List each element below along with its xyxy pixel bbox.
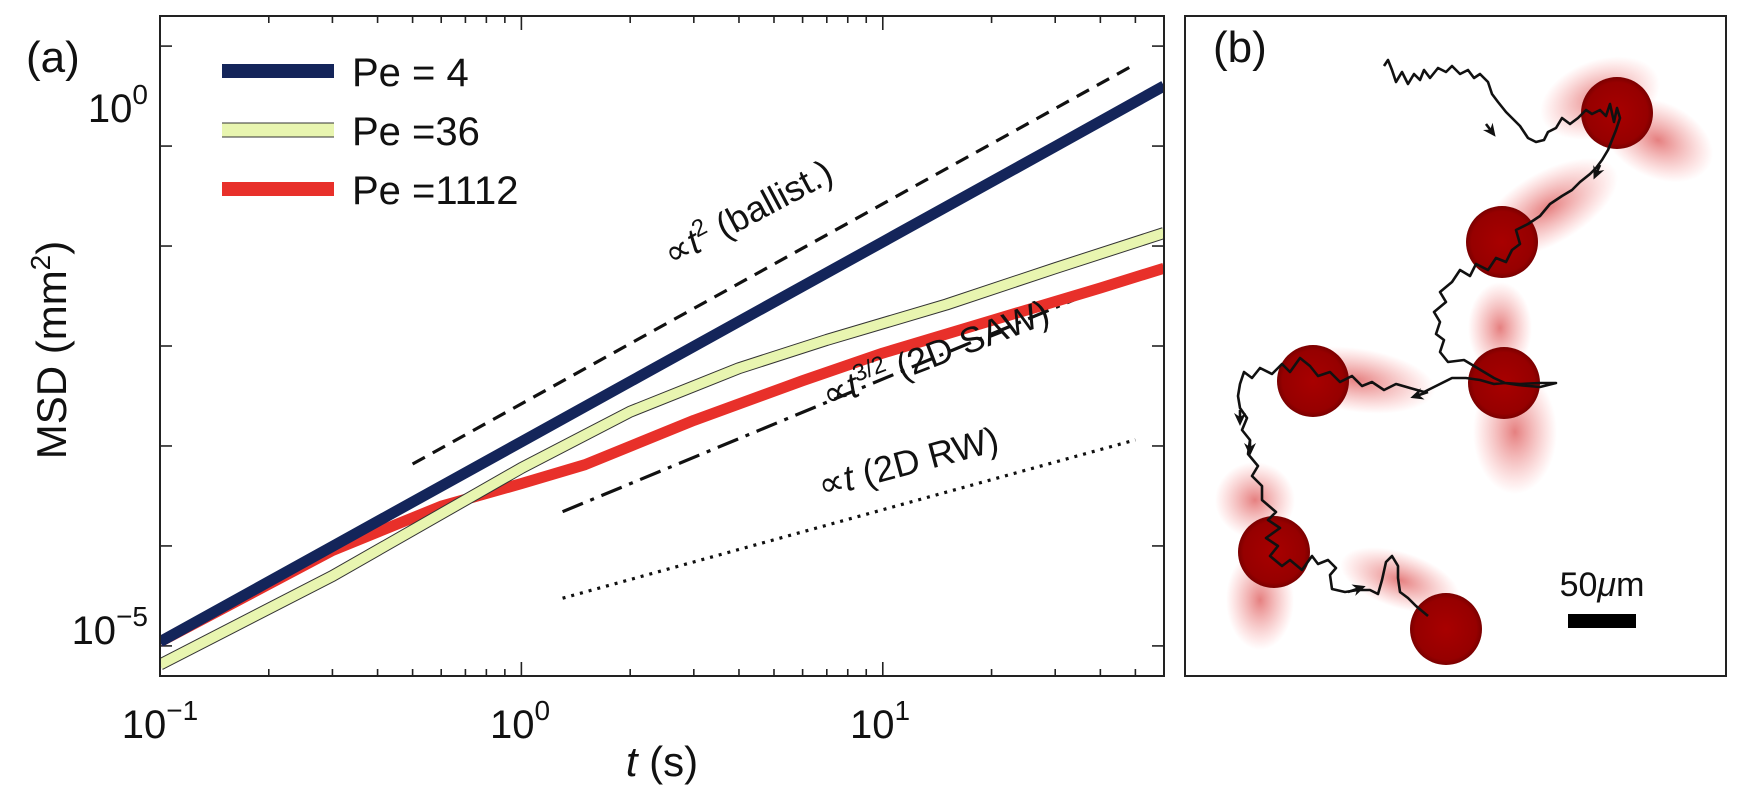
y-tick-label: 100: [88, 79, 148, 131]
plot-frame-a: [159, 15, 1165, 677]
x-tick-label: 10−1: [122, 695, 198, 747]
series-line-pe1112: [160, 262, 1164, 647]
plot-area: [160, 62, 1164, 670]
axis-ticks: [159, 16, 1165, 676]
series-line-pe4: [160, 81, 1164, 647]
series-outline: [160, 227, 1164, 670]
direction-arrows: [1234, 122, 1605, 596]
x-tick-label: 100: [490, 695, 550, 747]
data-series: [160, 81, 1164, 670]
particle: [1410, 593, 1482, 665]
series-line-pe36: [160, 228, 1164, 670]
legend-label: Pe =1112: [352, 169, 518, 213]
particle-positions: [1238, 77, 1653, 665]
annotation-rw: ∝t (2D RW): [813, 418, 1002, 506]
reference-line-dashdot: [561, 272, 1136, 514]
panel-label-b: (b): [1213, 23, 1267, 72]
reference-line-dotted: [562, 438, 1136, 600]
legend: Pe = 4 Pe =36 Pe =1112: [222, 51, 518, 213]
annotation-ballistic: ∝t2 (ballist.): [656, 149, 840, 274]
particle-trajectory: [1236, 58, 1622, 617]
particle: [1466, 206, 1538, 278]
legend-label: Pe = 4: [352, 51, 469, 95]
panel-a: (a) 10−1 100 101 100 10−5 t (s) MSD (mm2…: [25, 15, 1165, 785]
x-axis-label: t (s): [626, 738, 698, 785]
y-tick-label: 10−5: [72, 601, 148, 653]
reference-line-dashed: [411, 62, 1137, 466]
panel-label-a: (a): [26, 33, 80, 82]
scale-bar-label: 50μm: [1560, 566, 1645, 604]
reference-lines: [411, 62, 1137, 600]
y-axis-label: MSD (mm2): [25, 241, 75, 460]
scale-bar: [1568, 614, 1636, 628]
panel-b: (b): [1184, 15, 1727, 677]
x-tick-label: 101: [850, 695, 910, 747]
legend-label: Pe =36: [352, 110, 480, 154]
